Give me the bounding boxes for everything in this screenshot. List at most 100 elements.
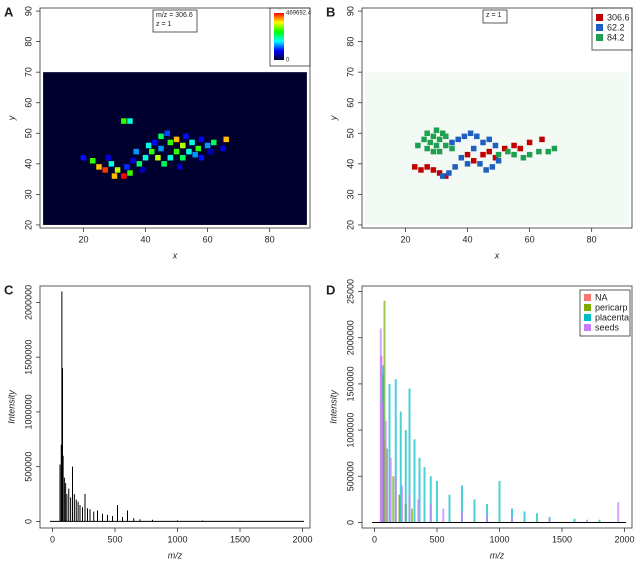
- pixel: [526, 139, 533, 146]
- pixel: [148, 148, 155, 155]
- pixel: [464, 151, 471, 158]
- pixel: [180, 154, 186, 161]
- pixel: [161, 161, 167, 167]
- pixel: [139, 167, 146, 173]
- pixel: [80, 154, 87, 161]
- colorbar-label: 0: [286, 58, 290, 64]
- legend-label: 84.2: [607, 32, 625, 42]
- pixel: [198, 136, 205, 143]
- pixel: [211, 139, 217, 146]
- pixel: [517, 145, 524, 152]
- y-tick-label: 80: [23, 37, 33, 47]
- y-tick-label: 20: [23, 220, 33, 230]
- pixel: [105, 154, 112, 161]
- pixel: [158, 145, 164, 152]
- colorbar: [274, 13, 284, 60]
- pixel: [433, 142, 440, 149]
- pixel: [436, 148, 443, 155]
- pixel: [480, 139, 486, 146]
- y-tick-label: 2000000: [345, 320, 355, 355]
- y-tick-label: 2000000: [23, 285, 33, 320]
- pixel: [176, 164, 183, 170]
- y-tick-label: 500000: [23, 452, 33, 482]
- pixel: [167, 154, 174, 161]
- x-axis-label: m/z: [168, 550, 183, 560]
- pixel: [189, 139, 195, 146]
- pixel: [505, 148, 511, 155]
- x-tick-label: 0: [50, 534, 55, 544]
- x-tick-label: 1000: [489, 534, 509, 544]
- x-axis-label: x: [172, 250, 178, 260]
- pixel: [142, 154, 149, 161]
- pixel: [220, 145, 226, 152]
- x-tick-label: 1000: [167, 534, 187, 544]
- pixel: [446, 170, 452, 176]
- plot-frame: [361, 285, 633, 529]
- colorbar-label: 469692.4: [286, 11, 312, 17]
- pixel: [551, 145, 558, 152]
- pixel: [470, 158, 477, 164]
- legend-swatch: [596, 14, 603, 21]
- pixel: [439, 130, 446, 137]
- y-tick-label: 70: [345, 67, 355, 77]
- pixel: [102, 167, 108, 173]
- pixel: [470, 145, 477, 152]
- pixel: [127, 118, 133, 124]
- y-tick-label: 0: [23, 519, 33, 524]
- pixel: [443, 133, 449, 140]
- x-tick-label: 0: [372, 534, 377, 544]
- pixel: [486, 136, 492, 143]
- x-tick-label: 20: [78, 234, 88, 244]
- x-tick-label: 500: [107, 534, 122, 544]
- pixel: [433, 127, 440, 133]
- y-tick-label: 1000000: [345, 413, 355, 448]
- pixel: [480, 151, 486, 158]
- pixel: [198, 154, 205, 161]
- pixel: [136, 161, 143, 167]
- pixel: [436, 136, 443, 143]
- pixel: [133, 148, 139, 155]
- y-tick-label: 1500000: [23, 340, 33, 375]
- pixel: [155, 154, 161, 161]
- pixel: [467, 130, 474, 137]
- panel-label: B: [326, 4, 335, 19]
- pixel: [495, 158, 502, 164]
- y-tick-label: 80: [345, 37, 355, 47]
- x-tick-label: 500: [429, 534, 444, 544]
- pixel: [430, 133, 437, 140]
- pixel: [427, 139, 434, 146]
- annotation: z = 1: [156, 21, 171, 28]
- image-region: [365, 72, 629, 225]
- x-tick-label: 80: [587, 234, 597, 244]
- pixel: [449, 139, 455, 146]
- x-tick-label: 60: [203, 234, 213, 244]
- legend-label: placenta: [595, 312, 629, 322]
- pixel: [439, 173, 446, 179]
- y-axis-label: y: [328, 115, 338, 121]
- pixel: [192, 151, 198, 158]
- pixel: [180, 142, 186, 149]
- panel-label: C: [4, 282, 14, 297]
- pixel: [412, 164, 418, 170]
- legend-swatch: [584, 314, 591, 321]
- legend-label: 62.2: [607, 22, 625, 32]
- y-tick-label: 90: [23, 6, 33, 16]
- x-tick-label: 1500: [552, 534, 572, 544]
- pixel: [430, 148, 437, 155]
- pixel: [430, 167, 437, 173]
- legend-label: 306.6: [607, 12, 630, 22]
- y-tick-label: 40: [345, 159, 355, 169]
- pixel: [526, 151, 533, 158]
- y-tick-label: 60: [23, 98, 33, 108]
- annotation-box: [152, 9, 198, 33]
- pixel: [536, 148, 542, 155]
- y-tick-label: 30: [345, 189, 355, 199]
- x-tick-label: 20: [400, 234, 410, 244]
- x-tick-label: 2000: [614, 534, 634, 544]
- annotation: z = 1: [486, 12, 501, 19]
- y-tick-label: 25000: [345, 279, 355, 304]
- pixel: [114, 167, 121, 173]
- pixel: [539, 136, 545, 143]
- panel-label: D: [326, 282, 335, 297]
- pixel: [195, 145, 202, 152]
